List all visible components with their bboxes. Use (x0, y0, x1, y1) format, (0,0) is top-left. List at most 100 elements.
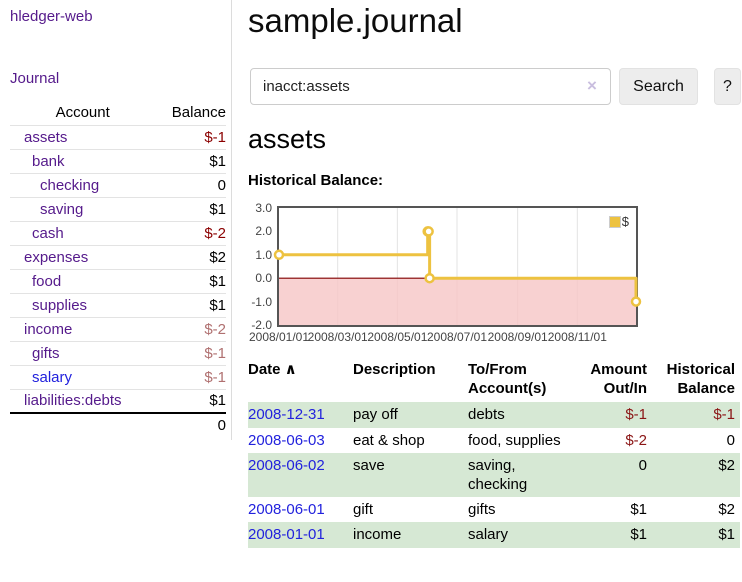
transaction-balance: $2 (718, 456, 735, 474)
y-tick-label: 3.0 (255, 201, 272, 215)
search-button[interactable]: Search (619, 68, 698, 105)
account-row: income $-2 (10, 317, 226, 341)
account-heading: assets (248, 124, 327, 154)
y-tick-label: 1.0 (255, 247, 272, 262)
register-row: 2008-01-01 income salary $1 $1 (248, 522, 740, 548)
account-row: gifts $-1 (10, 341, 226, 365)
transaction-accounts: saving, checking (468, 456, 528, 493)
transaction-amount: $-1 (625, 406, 647, 424)
account-link[interactable]: supplies (32, 296, 88, 314)
account-link[interactable]: saving (40, 200, 84, 218)
account-link[interactable]: food (32, 272, 62, 290)
chart-plot-area[interactable]: $ (273, 206, 642, 327)
y-tick-label: 0.0 (255, 271, 272, 286)
register-header-amount: Amount Out/In (590, 361, 647, 398)
account-balance: $-1 (204, 368, 226, 386)
help-button[interactable]: ? (714, 68, 741, 105)
page-title: sample.journal (248, 2, 463, 39)
y-tick-label: -2.0 (251, 318, 272, 332)
transaction-description: pay off (353, 406, 398, 424)
register-row: 2008-06-02 save saving, checking 0 $2 (248, 452, 740, 498)
transaction-accounts: food, supplies (468, 431, 561, 449)
chart-title: Historical Balance: (248, 172, 384, 189)
clear-search-icon[interactable]: × (587, 76, 597, 95)
transaction-description: eat & shop (353, 431, 425, 449)
transaction-date-link[interactable]: 2008-12-31 (248, 406, 325, 424)
account-link[interactable]: bank (32, 152, 65, 170)
account-link[interactable]: assets (24, 128, 68, 146)
x-tick-label: 2008/01/01 (248, 330, 310, 344)
transaction-accounts: gifts (468, 501, 496, 519)
register-table: Date ∧ Description To/From Account(s) Amoun… (248, 358, 740, 548)
transaction-accounts: debts (468, 406, 505, 424)
x-tick-label: 2008/09/01 (487, 330, 548, 344)
account-link[interactable]: income (24, 320, 73, 338)
transaction-amount: $1 (630, 526, 647, 544)
account-row: salary $-1 (10, 365, 226, 389)
account-balance: $1 (209, 392, 226, 410)
register-row: 2008-12-31 pay off debts $-1 $-1 (248, 402, 740, 428)
register-header-date[interactable]: Date ∧ (248, 361, 297, 378)
sidebar: hledger-web Journal Account Balance asse… (0, 0, 232, 440)
account-row: checking 0 (10, 173, 226, 197)
account-link[interactable]: liabilities:debts (24, 392, 122, 410)
transaction-amount: $1 (630, 501, 647, 519)
transaction-date-link[interactable]: 2008-01-01 (248, 526, 325, 544)
register-header-description: Description (353, 361, 436, 378)
account-row: liabilities:debts $1 (10, 389, 226, 413)
account-rows: assets $-1 bank $1 checking 0 saving $1 … (10, 125, 226, 413)
account-row: assets $-1 (10, 125, 226, 149)
transaction-balance: 0 (726, 431, 735, 449)
x-tick-label: 2008/07/01 (426, 330, 488, 344)
chart-y-axis: 3.0 2.0 1.0 0.0 -1.0 -2.0 (248, 201, 274, 332)
chart-canvas (273, 208, 642, 325)
account-balance: $1 (209, 296, 226, 314)
account-row: bank $1 (10, 149, 226, 173)
account-balance: $2 (209, 248, 226, 266)
sidebar-item-journal[interactable]: Journal (10, 70, 60, 87)
account-balance: $-1 (204, 128, 226, 146)
transaction-accounts: salary (468, 526, 509, 544)
balance-column-header: Balance (171, 104, 226, 122)
account-balance-table: Account Balance assets $-1 bank $1 check… (10, 101, 226, 437)
account-total-row: 0 (10, 413, 226, 437)
account-link[interactable]: cash (32, 224, 64, 242)
transaction-date-link[interactable]: 2008-06-02 (248, 456, 325, 474)
legend-swatch-icon (608, 215, 621, 228)
register-header-row: Date ∧ Description To/From Account(s) Amoun… (248, 358, 740, 402)
y-tick-label: -1.0 (251, 294, 272, 309)
historical-balance-chart: 3.0 2.0 1.0 0.0 -1.0 -2.0 $ 2008/01/01 2008/03… (248, 201, 742, 352)
account-link[interactable]: gifts (32, 344, 60, 362)
account-column-header: Account (55, 104, 110, 122)
transaction-description: save (353, 456, 385, 474)
chart-x-axis: 2008/01/01 2008/03/01 2008/05/01 2008/07/01… (248, 330, 742, 346)
app-brand-link[interactable]: hledger-web (10, 8, 93, 25)
search-input[interactable] (250, 68, 611, 105)
account-balance: $-1 (204, 344, 226, 362)
account-balance: $1 (209, 200, 226, 218)
transaction-balance: $-1 (713, 406, 735, 424)
register-row: 2008-06-03 eat & shop food, supplies $-2… (248, 428, 740, 453)
transaction-date-link[interactable]: 2008-06-03 (248, 431, 325, 449)
y-tick-label: 2.0 (255, 224, 272, 239)
register-header-balance: Historical Balance (666, 361, 735, 398)
register-header-accounts: To/From Account(s) (468, 361, 547, 398)
transaction-amount: $-2 (625, 431, 647, 449)
transaction-description: gift (353, 501, 374, 519)
transaction-balance: $1 (718, 526, 735, 544)
account-balance: $1 (209, 272, 226, 290)
transaction-balance: $2 (718, 501, 735, 519)
account-balance: $1 (209, 152, 226, 170)
transaction-description: income (353, 526, 402, 544)
total-balance: 0 (217, 417, 226, 434)
account-link[interactable]: salary (32, 368, 73, 386)
total-spacer (10, 413, 155, 437)
transaction-date-link[interactable]: 2008-06-01 (248, 501, 325, 519)
x-tick-label: 2008/05/01 (367, 330, 428, 344)
x-tick-label: 2008/11/01 (547, 330, 607, 344)
account-link[interactable]: expenses (24, 248, 89, 266)
account-row: supplies $1 (10, 293, 226, 317)
account-link[interactable]: checking (40, 176, 100, 194)
account-table-header-row: Account Balance (10, 101, 226, 125)
